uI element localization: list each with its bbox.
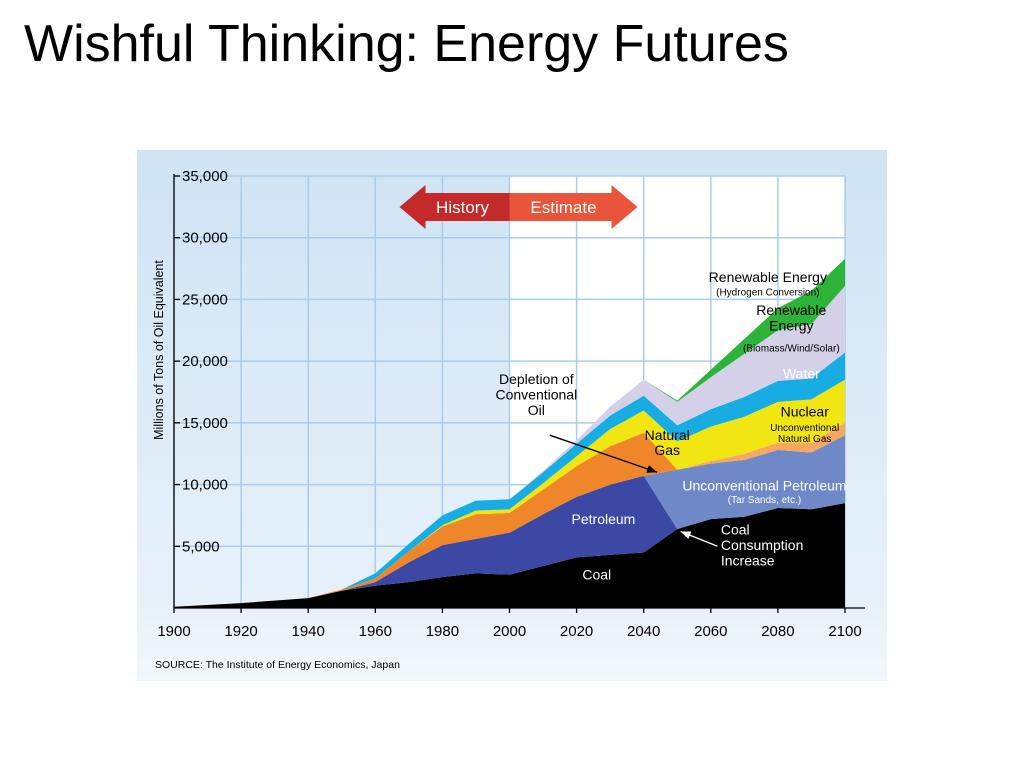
x-tick-label: 1900: [157, 623, 190, 640]
annotation-ren-bio: Renewable Energy: [756, 302, 826, 333]
annotation-nuclear: Nuclear: [781, 404, 830, 420]
annotation-ren-h2: Renewable Energy: [709, 269, 827, 285]
series-area-petroleum: [174, 475, 845, 607]
x-tick-label: 1960: [359, 623, 392, 640]
annotation-coal: Coal: [582, 567, 611, 583]
x-tick-label: 2040: [627, 623, 660, 640]
x-tick-label: 2080: [761, 623, 794, 640]
history-arrow: [399, 185, 510, 229]
y-tick-label: 15,000: [182, 415, 228, 432]
annotation-ren-h2-sub: (Hydrogen Conversion): [716, 288, 819, 299]
chart-panel: 5,000 10,000 15,000 20,000 25,000 30,000 35,00…: [137, 150, 887, 681]
series-area-natural-gas: [174, 432, 845, 607]
x-tick-label: 2060: [694, 623, 727, 640]
y-tick-label: 10,000: [182, 477, 228, 494]
history-label: History: [436, 198, 489, 217]
y-tick-label: 5,000: [182, 538, 220, 555]
history-estimate-arrows: History Estimate: [399, 185, 638, 229]
x-tick-label: 1980: [426, 623, 459, 640]
estimate-arrow: [509, 185, 638, 229]
pointer-line: [549, 434, 658, 473]
y-tick-label: 25,000: [182, 291, 228, 308]
source-note: SOURCE: The Institute of Energy Economic…: [155, 659, 400, 671]
x-tick-label: 2000: [493, 623, 526, 640]
stacked-area-chart: 5,000 10,000 15,000 20,000 25,000 30,000 35,00…: [137, 150, 887, 681]
y-tick-label: 20,000: [182, 353, 228, 370]
area-layer: [174, 258, 845, 608]
estimate-label: Estimate: [530, 198, 596, 217]
annotation-water: Water: [783, 365, 820, 381]
y-tick-label: 35,000: [182, 168, 228, 185]
series-area-coal: [174, 503, 845, 608]
annotation-ren-bio-sub: (Biomass/Wind/Solar): [743, 343, 840, 354]
y-tick-label: 30,000: [182, 230, 228, 247]
annotation-petroleum: Petroleum: [572, 511, 636, 527]
x-tick-label: 1940: [292, 623, 325, 640]
x-tick-label: 2020: [560, 623, 593, 640]
annotation-uncgas: Unconventional Natural Gas: [770, 423, 839, 445]
annotation-uncpet-sub: (Tar Sands, etc.): [728, 495, 801, 506]
series-area-unconventional-petroleum: [174, 435, 845, 607]
annotation-natgas: Natural Gas: [645, 427, 690, 458]
annotation-coal-increase: Coal Consumption Increase: [721, 522, 804, 569]
slide-title: Wishful Thinking: Energy Futures: [24, 15, 789, 73]
annotation-uncpet: Unconventional Petroleum: [682, 478, 846, 494]
x-tick-label: 1920: [224, 623, 257, 640]
pointer-arrowhead: [680, 531, 692, 539]
series-area-nuclear: [174, 379, 845, 607]
annotation-depletion: Depletion of Conventional Oil: [495, 371, 577, 418]
x-tick-label: 2100: [828, 623, 861, 640]
pointer-arrowhead: [646, 465, 658, 473]
y-axis-label: Millions of Tons of Oil Equivalent: [152, 260, 166, 440]
annotations: Coal Petroleum Natural Gas Unconventional Pe…: [495, 269, 846, 583]
axes: 5,000 10,000 15,000 20,000 25,000 30,000 35,00…: [157, 168, 865, 640]
